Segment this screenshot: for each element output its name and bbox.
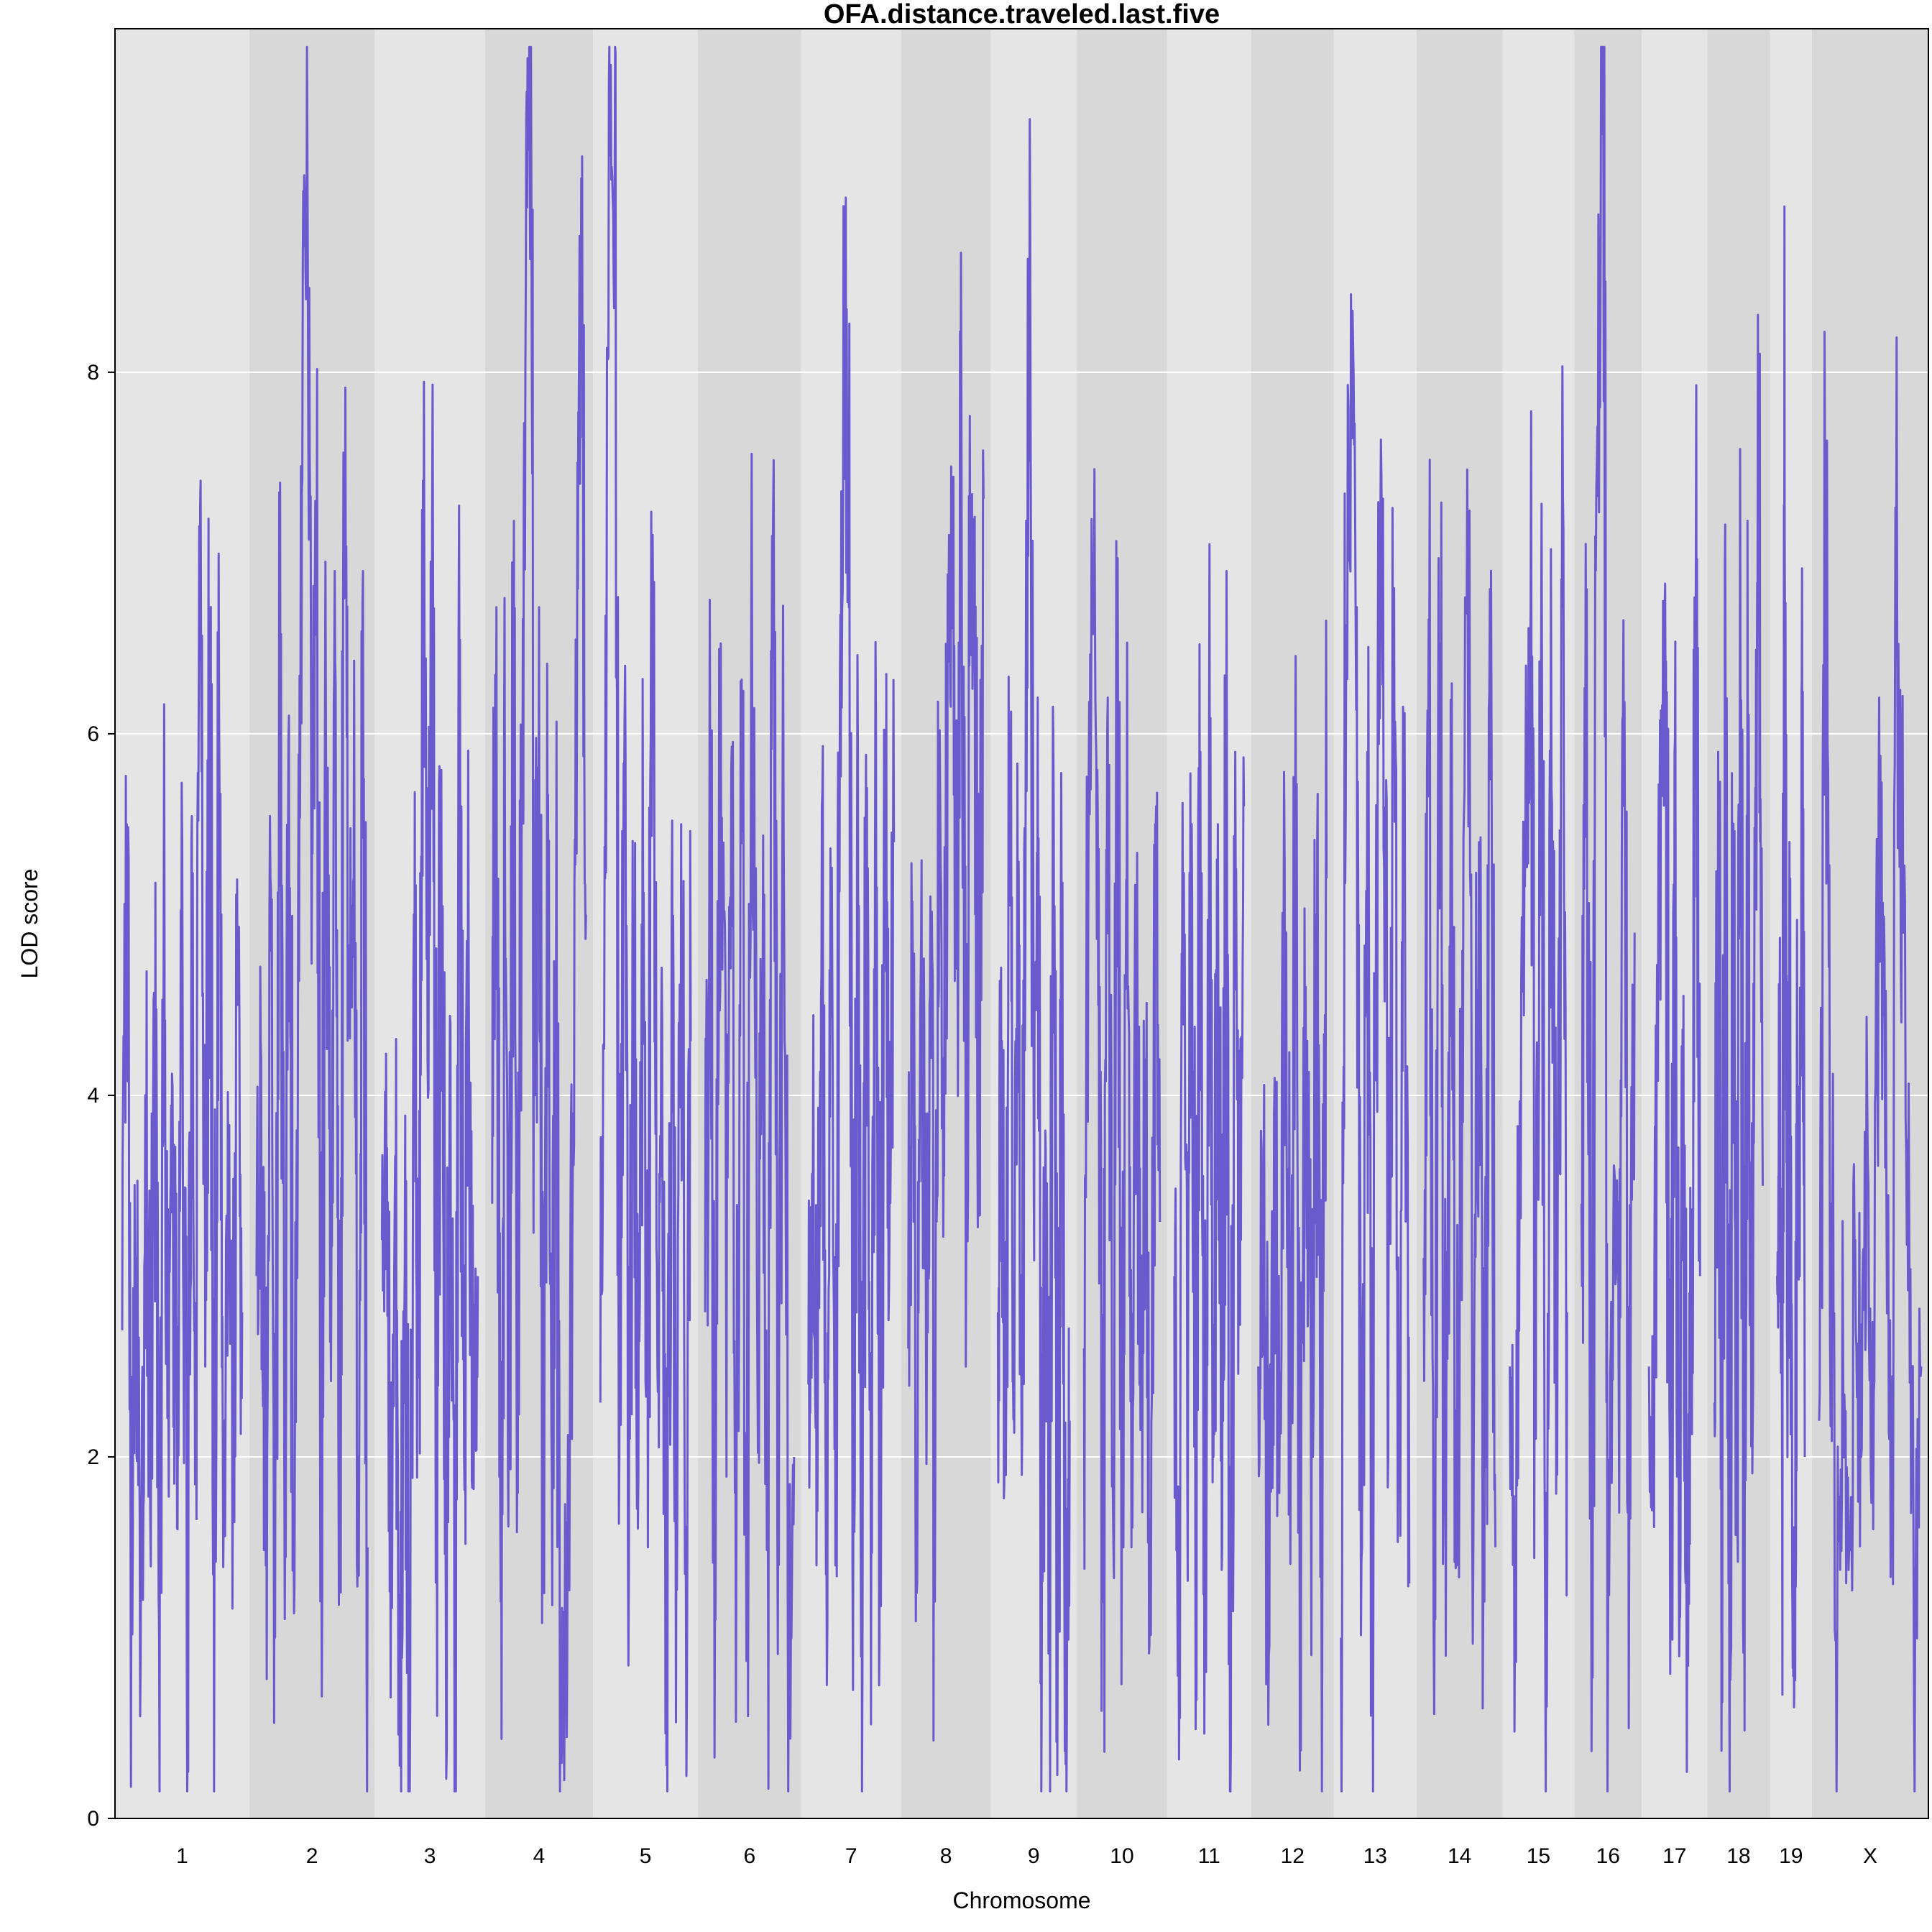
x-tick-label-15: 15 bbox=[1527, 1844, 1550, 1868]
x-tick-label-12: 12 bbox=[1281, 1844, 1305, 1868]
lod-line-chr-4 bbox=[491, 45, 587, 1793]
lod-line-chr-9 bbox=[996, 118, 1071, 1793]
y-tick-label-4: 4 bbox=[87, 1084, 99, 1108]
x-tick-label-6: 6 bbox=[744, 1844, 756, 1868]
chromosome-bands bbox=[115, 29, 1928, 1818]
lod-line-chr-1 bbox=[121, 479, 244, 1793]
y-tick-label-6: 6 bbox=[87, 722, 99, 746]
x-axis: 1 2 3 4 5 6 7 8 9 10 11 12 13 14 15 16 17 18 19 X bbox=[176, 1844, 1877, 1868]
x-tick-label-3: 3 bbox=[424, 1844, 436, 1868]
lod-line-chr-11 bbox=[1173, 543, 1246, 1793]
x-tick-label-19: 19 bbox=[1779, 1844, 1803, 1868]
x-tick-label-18: 18 bbox=[1726, 1844, 1750, 1868]
y-tick-label-0: 0 bbox=[87, 1807, 99, 1831]
y-tick-label-2: 2 bbox=[87, 1445, 99, 1469]
x-tick-label-4: 4 bbox=[533, 1844, 546, 1868]
x-tick-label-10: 10 bbox=[1110, 1844, 1133, 1868]
lod-line-chr-18 bbox=[1713, 313, 1764, 1793]
x-tick-label-13: 13 bbox=[1363, 1844, 1387, 1868]
lod-line-chr-7 bbox=[807, 196, 896, 1793]
lod-line-chr-13 bbox=[1340, 293, 1411, 1793]
chart-title: OFA.distance.traveled.last.five bbox=[824, 0, 1220, 29]
lod-line-chr-16 bbox=[1580, 45, 1636, 1793]
lod-line-chr-X bbox=[1818, 331, 1923, 1793]
x-tick-label-14: 14 bbox=[1448, 1844, 1471, 1868]
x-tick-label-1: 1 bbox=[176, 1844, 188, 1868]
lod-series bbox=[121, 45, 1923, 1793]
chromosome-band-X bbox=[1811, 29, 1928, 1818]
lod-line-chr-5 bbox=[599, 45, 692, 1793]
x-tick-label-16: 16 bbox=[1596, 1844, 1620, 1868]
lod-line-chr-2 bbox=[255, 45, 369, 1793]
x-tick-label-5: 5 bbox=[640, 1844, 652, 1868]
x-tick-label-X: X bbox=[1863, 1844, 1877, 1868]
y-tick-label-8: 8 bbox=[87, 361, 99, 385]
x-tick-label-2: 2 bbox=[306, 1844, 318, 1868]
y-axis: 0 2 4 6 8 bbox=[87, 361, 115, 1831]
lod-line-chr-6 bbox=[704, 453, 796, 1793]
x-tick-label-11: 11 bbox=[1198, 1844, 1220, 1868]
lod-line-chr-19 bbox=[1776, 205, 1806, 1708]
lod-line-chr-10 bbox=[1082, 468, 1162, 1753]
lod-line-chr-14 bbox=[1422, 459, 1497, 1716]
x-tick-label-17: 17 bbox=[1662, 1844, 1686, 1868]
plot-frame bbox=[114, 28, 1929, 1819]
lod-line-chr-17 bbox=[1647, 384, 1701, 1773]
x-axis-title: Chromosome bbox=[952, 1887, 1090, 1913]
lod-line-chr-8 bbox=[907, 252, 985, 1742]
x-tick-label-8: 8 bbox=[940, 1844, 952, 1868]
lod-line-chr-15 bbox=[1509, 365, 1568, 1793]
y-axis-title: LOD score bbox=[17, 869, 42, 979]
x-tick-label-9: 9 bbox=[1028, 1844, 1040, 1868]
x-tick-label-7: 7 bbox=[845, 1844, 857, 1868]
lod-line-chr-3 bbox=[380, 380, 479, 1793]
lod-line-chr-12 bbox=[1257, 620, 1328, 1793]
